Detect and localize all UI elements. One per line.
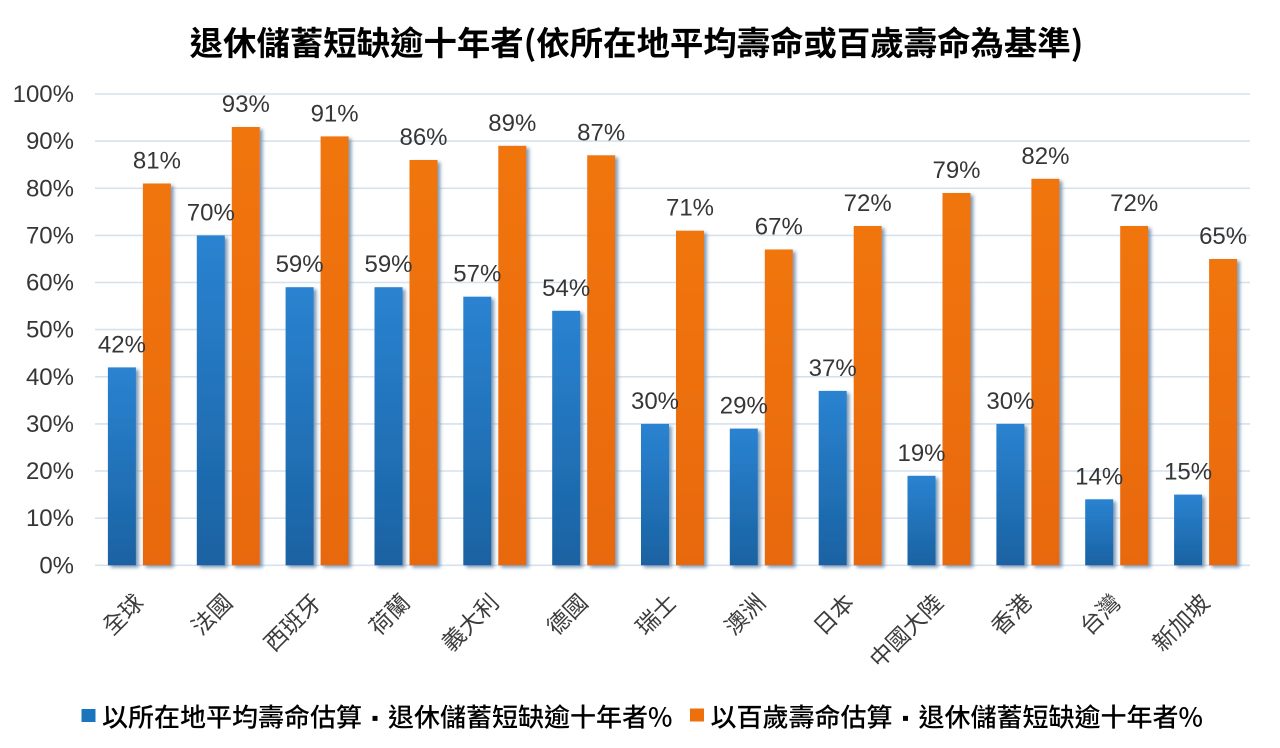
- svg-text:19%: 19%: [897, 440, 945, 467]
- svg-text:65%: 65%: [1199, 223, 1247, 250]
- svg-text:30%: 30%: [631, 388, 679, 415]
- svg-text:82%: 82%: [1021, 143, 1069, 170]
- svg-text:20%: 20%: [26, 458, 74, 485]
- svg-text:14%: 14%: [1075, 463, 1123, 490]
- svg-text:60%: 60%: [26, 270, 74, 297]
- svg-text:57%: 57%: [453, 261, 501, 288]
- svg-text:0%: 0%: [39, 552, 74, 579]
- svg-text:72%: 72%: [1110, 190, 1158, 217]
- svg-text:80%: 80%: [26, 175, 74, 202]
- svg-text:70%: 70%: [187, 199, 235, 226]
- svg-text:91%: 91%: [311, 100, 359, 127]
- svg-text:93%: 93%: [222, 91, 270, 118]
- svg-text:42%: 42%: [98, 331, 146, 358]
- svg-text:37%: 37%: [809, 355, 857, 382]
- svg-text:40%: 40%: [26, 364, 74, 391]
- svg-text:87%: 87%: [577, 119, 625, 146]
- svg-text:70%: 70%: [26, 222, 74, 249]
- svg-text:54%: 54%: [542, 275, 590, 302]
- svg-text:59%: 59%: [364, 251, 412, 278]
- svg-text:79%: 79%: [932, 157, 980, 184]
- svg-text:100%: 100%: [13, 81, 74, 108]
- svg-text:86%: 86%: [399, 124, 447, 151]
- svg-text:59%: 59%: [276, 251, 324, 278]
- svg-text:81%: 81%: [133, 148, 181, 175]
- svg-text:67%: 67%: [755, 214, 803, 241]
- svg-text:30%: 30%: [26, 411, 74, 438]
- svg-text:90%: 90%: [26, 128, 74, 155]
- svg-text:72%: 72%: [844, 190, 892, 217]
- svg-text:71%: 71%: [666, 195, 714, 222]
- svg-text:89%: 89%: [488, 110, 536, 137]
- svg-text:50%: 50%: [26, 317, 74, 344]
- svg-text:30%: 30%: [986, 388, 1034, 415]
- svg-text:10%: 10%: [26, 505, 74, 532]
- svg-text:15%: 15%: [1164, 459, 1212, 486]
- svg-text:29%: 29%: [720, 393, 768, 420]
